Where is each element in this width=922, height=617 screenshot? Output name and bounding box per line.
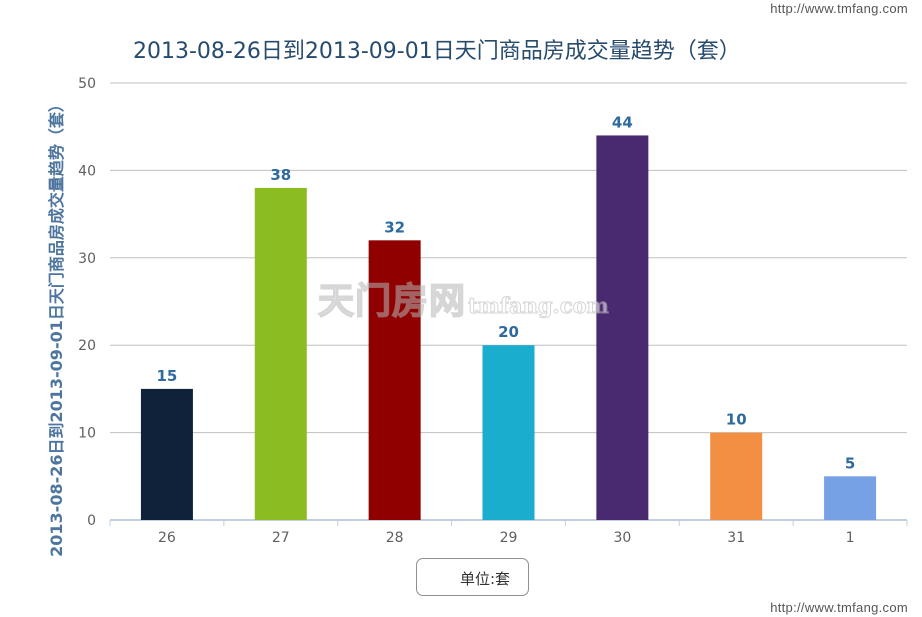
x-tick-label: 30 — [613, 530, 631, 546]
bar — [140, 388, 193, 520]
chart-title: 2013-08-26日到2013-09-01日天门商品房成交量趋势（套） — [133, 39, 741, 64]
x-tick-label: 26 — [158, 530, 176, 546]
legend-label: 单位:套 — [460, 570, 511, 588]
bar — [824, 476, 877, 520]
bar — [596, 135, 649, 520]
y-tick-label: 50 — [78, 76, 96, 92]
x-tick-label: 31 — [727, 530, 745, 546]
data-label: 38 — [270, 166, 291, 184]
legend[interactable]: 单位:套 — [416, 558, 529, 596]
logo-en-text: tmfang.com — [468, 293, 610, 319]
y-tick-label: 40 — [78, 163, 96, 179]
watermark-url-bottom: http://www.tmfang.com — [770, 600, 908, 615]
y-tick-label: 30 — [78, 251, 96, 267]
bar — [368, 240, 421, 520]
x-tick-label: 1 — [846, 530, 855, 546]
y-tick-label: 20 — [78, 338, 96, 354]
data-label: 15 — [156, 367, 177, 385]
data-label: 32 — [384, 218, 405, 236]
bar — [482, 345, 535, 520]
x-tick-label: 27 — [272, 530, 290, 546]
logo-cn-text: 天门房网 — [317, 280, 467, 323]
data-label: 10 — [726, 411, 747, 429]
x-tick-label: 29 — [500, 530, 518, 546]
bar — [254, 187, 307, 520]
data-label: 5 — [845, 454, 855, 472]
x-tick-label: 28 — [386, 530, 404, 546]
bar — [710, 432, 763, 520]
watermark-url-top: http://www.tmfang.com — [770, 1, 908, 16]
y-tick-label: 0 — [87, 513, 96, 529]
data-label: 44 — [612, 113, 633, 131]
site-logo-watermark: 天门房网tmfang.com — [317, 272, 610, 324]
y-tick-label: 10 — [78, 426, 96, 442]
y-axis-title: 2013-08-26日到2013-09-01日天门商品房成交量趋势（套） — [47, 96, 66, 557]
data-label: 20 — [498, 323, 519, 341]
